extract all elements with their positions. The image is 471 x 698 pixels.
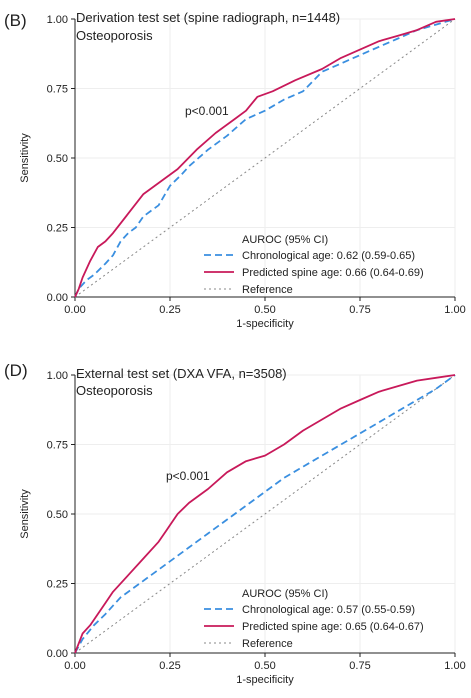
x-tick-label: 1.00 — [444, 304, 465, 316]
y-tick-label: 0.75 — [47, 440, 68, 452]
p-value-annotation: p<0.001 — [185, 104, 229, 118]
x-tick-label: 0.75 — [349, 660, 370, 672]
reference-line — [74, 374, 456, 654]
y-axis-label: Sensitivity — [19, 489, 31, 539]
y-tick-label: 0.75 — [47, 84, 68, 96]
chart-panel: 0.00 0.25 0.50 0.75 1.00 0.00 0.25 0.50 0.75 1.00… — [4, 361, 466, 686]
legend-title: AUROC (95% CI) — [242, 234, 328, 246]
y-tick-label: 0.50 — [47, 153, 68, 165]
x-axis-label: 1-specificity — [236, 318, 294, 330]
x-tick-label: 0.25 — [159, 304, 180, 316]
reference-line — [74, 18, 456, 298]
chart-subtitle: Osteoporosis — [76, 28, 153, 43]
y-tick-label: 0.50 — [47, 509, 68, 521]
y-tick-label: 0.00 — [47, 648, 68, 660]
x-tick-label: 0.25 — [159, 660, 180, 672]
legend-label: Chronological age: 0.57 (0.55-0.59) — [242, 604, 415, 616]
y-tick-label: 1.00 — [47, 370, 68, 382]
series-line-chronological-age — [74, 374, 456, 654]
panel-label: (B) — [4, 11, 27, 30]
y-tick-label: 1.00 — [47, 14, 68, 26]
chart-subtitle: Osteoporosis — [76, 383, 153, 398]
legend: AUROC (95% CI) Chronological age: 0.57 (0… — [204, 588, 424, 650]
chart-title: External test set (DXA VFA, n=3508) — [76, 366, 287, 381]
legend-label: Reference — [242, 284, 293, 296]
p-value-annotation: p<0.001 — [166, 469, 210, 483]
x-tick-label: 0.00 — [64, 304, 85, 316]
x-tick-label: 0.50 — [254, 660, 275, 672]
legend-label: Chronological age: 0.62 (0.59-0.65) — [242, 250, 415, 262]
x-tick-label: 1.00 — [444, 660, 465, 672]
legend-label: Predicted spine age: 0.65 (0.64-0.67) — [242, 621, 424, 633]
x-tick-label: 0.75 — [349, 304, 370, 316]
legend-label: Predicted spine age: 0.66 (0.64-0.69) — [242, 267, 424, 279]
y-tick-label: 0.00 — [47, 292, 68, 304]
series-line-predicted-spine-age — [74, 374, 456, 654]
x-axis-label: 1-specificity — [236, 674, 294, 686]
y-tick-label: 0.25 — [47, 223, 68, 235]
legend-title: AUROC (95% CI) — [242, 588, 328, 600]
chart-panel: 0.00 0.25 0.50 0.75 1.00 0.00 0.25 0.50 0.75 1.00… — [4, 10, 466, 330]
legend: AUROC (95% CI) Chronological age: 0.62 (0… — [204, 234, 424, 296]
x-tick-label: 0.50 — [254, 304, 275, 316]
legend-label: Reference — [242, 638, 293, 650]
chart-title: Derivation test set (spine radiograph, n… — [76, 10, 340, 25]
series-line-chronological-age — [74, 18, 456, 298]
series-line-predicted-spine-age — [74, 18, 456, 298]
x-tick-label: 0.00 — [64, 660, 85, 672]
y-axis-label: Sensitivity — [19, 133, 31, 183]
panel-label: (D) — [4, 361, 28, 380]
y-tick-label: 0.25 — [47, 579, 68, 591]
